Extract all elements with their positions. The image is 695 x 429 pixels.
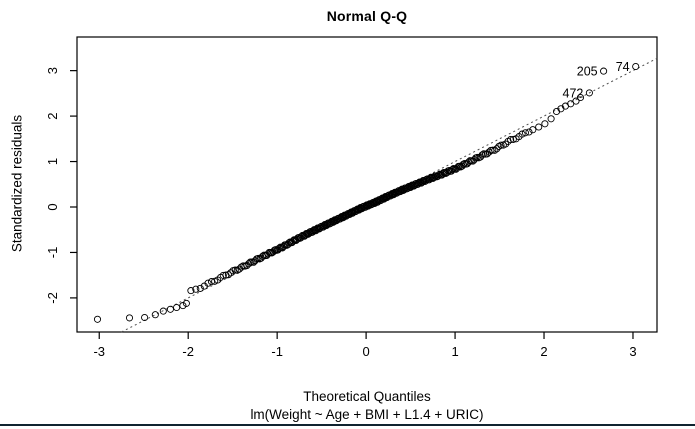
x-axis-tick-label: 3 xyxy=(629,344,636,359)
data-point xyxy=(285,239,293,247)
data-point xyxy=(196,284,204,292)
data-point xyxy=(541,120,549,128)
data-point xyxy=(632,62,640,71)
data-point xyxy=(443,169,451,177)
data-point xyxy=(489,146,497,154)
data-point xyxy=(269,248,277,256)
data-point xyxy=(280,242,288,251)
outlier-label: 472 xyxy=(563,86,584,100)
plot-panel-border xyxy=(76,36,658,333)
data-point xyxy=(600,67,608,75)
data-point xyxy=(192,285,200,293)
data-point xyxy=(525,128,533,136)
y-axis-tick-label: 3 xyxy=(45,67,60,74)
data-point xyxy=(572,97,580,105)
data-point xyxy=(141,313,149,322)
data-point xyxy=(410,182,418,190)
outlier-label: 205 xyxy=(577,65,598,79)
y-axis-tick-label: 1 xyxy=(45,158,60,165)
data-point xyxy=(576,93,585,102)
y-axis-tick-label: 2 xyxy=(45,112,60,119)
x-axis-tick-label: -2 xyxy=(182,344,194,359)
data-point xyxy=(483,150,491,158)
model-subtitle: lm(Weight ~ Age + BMI + L1.4 + URIC) xyxy=(250,407,484,422)
data-point xyxy=(509,135,517,143)
x-axis-tick-label: 0 xyxy=(362,344,369,359)
x-axis-tick-label: 2 xyxy=(540,344,547,359)
data-point xyxy=(204,279,212,287)
data-point xyxy=(245,260,253,268)
data-point xyxy=(166,305,174,313)
data-point xyxy=(493,145,501,153)
data-point xyxy=(491,146,499,154)
data-point xyxy=(507,136,515,144)
data-point xyxy=(478,151,486,159)
data-point xyxy=(497,141,505,149)
data-point xyxy=(151,311,159,319)
y-axis-tick-label: -2 xyxy=(45,292,60,304)
data-point xyxy=(219,271,227,279)
data-point xyxy=(518,130,526,138)
data-point xyxy=(231,266,239,274)
x-axis-tick-label: -1 xyxy=(271,344,283,359)
data-point xyxy=(224,271,232,279)
data-point xyxy=(159,307,167,315)
data-point xyxy=(547,115,555,123)
y-axis-tick-label: -1 xyxy=(45,247,60,259)
data-point xyxy=(93,315,102,323)
x-axis-label: Theoretical Quantiles xyxy=(303,389,431,404)
data-point xyxy=(125,314,134,322)
data-point xyxy=(173,303,181,312)
data-point xyxy=(521,129,529,137)
data-point xyxy=(502,140,510,148)
x-axis-tick-label: 1 xyxy=(451,344,458,359)
y-axis-tick-label: 0 xyxy=(45,203,60,210)
window-bottom-border xyxy=(0,424,695,426)
x-axis-tick-label: -3 xyxy=(93,344,105,359)
data-point xyxy=(179,302,187,310)
data-point xyxy=(535,123,543,131)
plot-title: Normal Q-Q xyxy=(326,8,408,24)
data-point xyxy=(529,126,537,134)
data-point xyxy=(182,299,190,307)
outlier-label: 74 xyxy=(616,60,630,74)
data-point xyxy=(187,287,195,295)
data-point xyxy=(585,89,593,97)
